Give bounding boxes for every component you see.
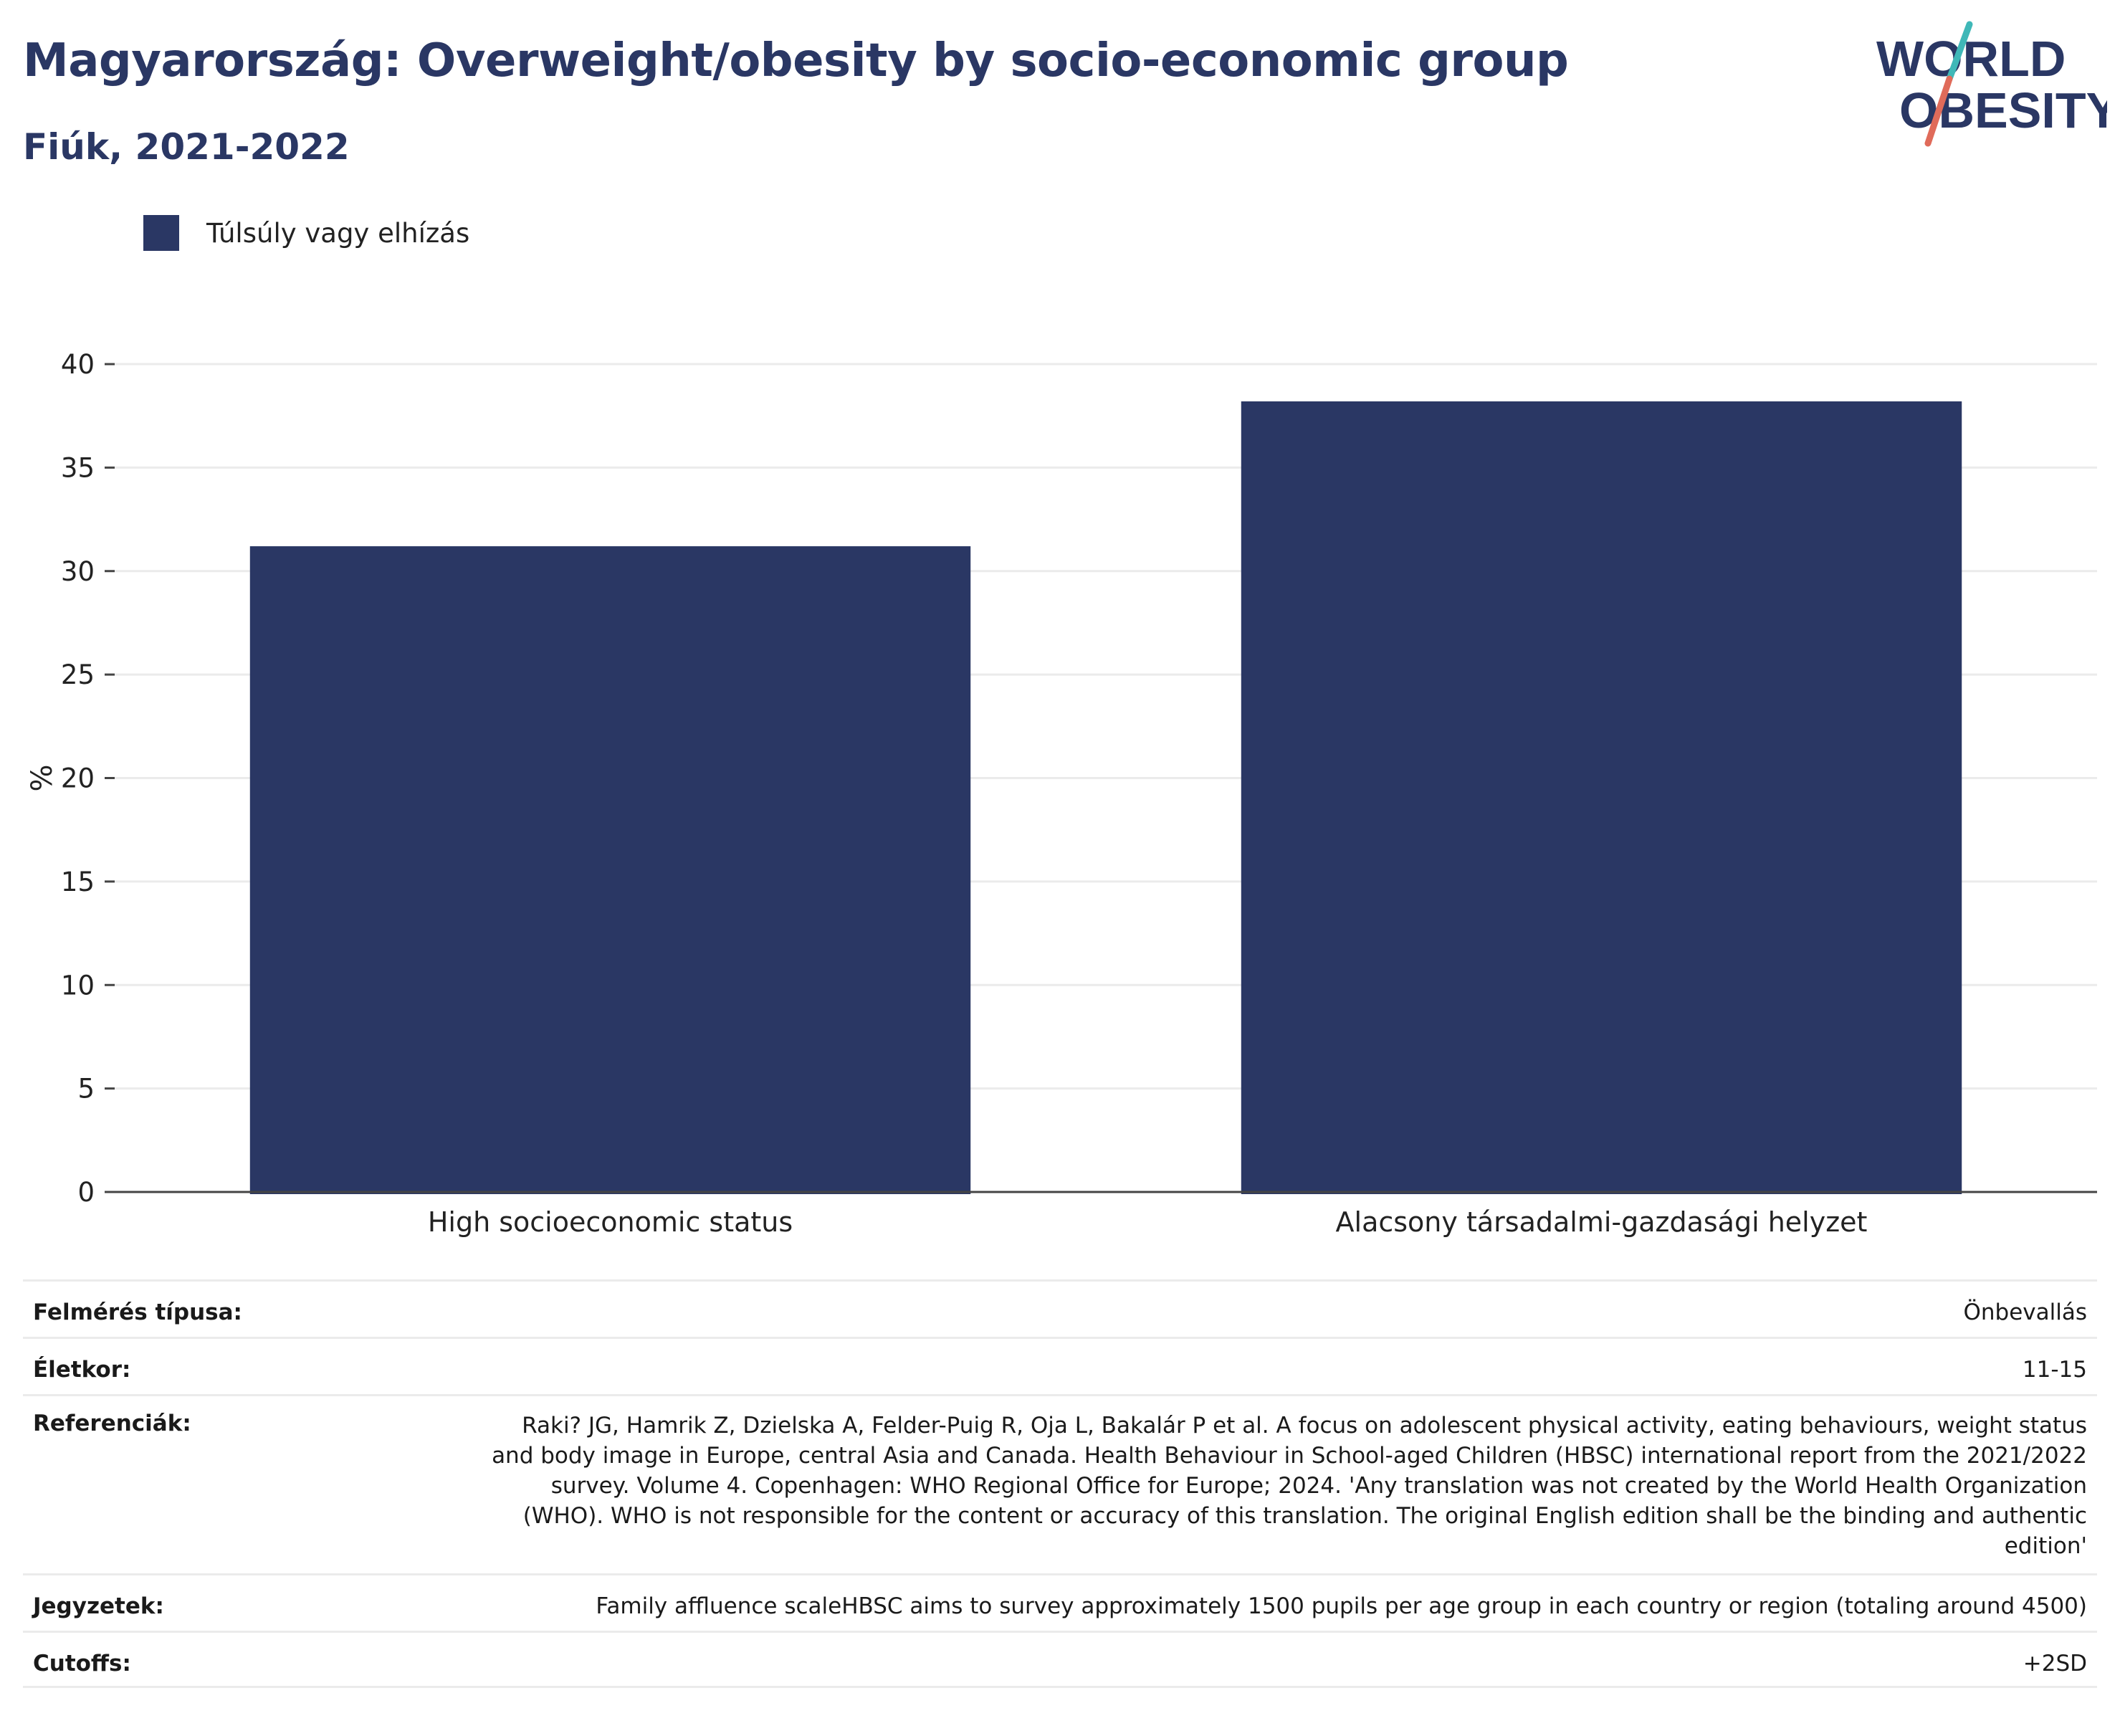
logo-slash-top xyxy=(1946,21,1973,82)
x-category-label: Alacsony társadalmi-gazdasági helyzet xyxy=(1336,1206,1868,1238)
metadata-table: Felmérés típusa: Önbevallás Életkor: 11-… xyxy=(23,1279,2097,1688)
meta-value: 11-15 xyxy=(2022,1357,2087,1383)
bar xyxy=(249,546,971,1194)
legend: Túlsúly vagy elhízás xyxy=(143,215,469,251)
y-tick-label: 30 xyxy=(61,556,95,587)
meta-value: Önbevallás xyxy=(1963,1299,2087,1325)
meta-row-notes: Jegyzetek: Family affluence scaleHBSC ai… xyxy=(23,1573,2097,1631)
y-tick-label: 35 xyxy=(61,452,95,483)
y-tick-label: 15 xyxy=(61,867,95,897)
y-axis-label: % xyxy=(26,764,59,791)
bar-chart: 0 5 10 15 20 25 30 35 40% High socioeconomic stat… xyxy=(26,349,2097,1238)
meta-row-age: Életkor: 11-15 xyxy=(23,1337,2097,1394)
y-tick-label: 40 xyxy=(61,349,95,380)
meta-row-references: Referenciák: Raki? JG, Hamrik Z, Dzielsk… xyxy=(23,1394,2097,1573)
world-obesity-logo: WORLD OBESITY xyxy=(1876,21,2107,147)
meta-key: Cutoffs: xyxy=(33,1651,131,1677)
meta-key: Életkor: xyxy=(33,1357,131,1383)
chart-subtitle: Fiúk, 2021-2022 xyxy=(23,126,350,168)
bar xyxy=(1241,401,1962,1194)
y-tick-label: 0 xyxy=(77,1177,95,1208)
legend-swatch xyxy=(143,215,179,251)
meta-value: +2SD xyxy=(2023,1651,2087,1677)
legend-label: Túlsúly vagy elhízás xyxy=(206,217,470,249)
meta-key: Referenciák: xyxy=(33,1411,191,1436)
meta-value: Family affluence scaleHBSC aims to surve… xyxy=(596,1593,2087,1619)
x-category-label: High socioeconomic status xyxy=(428,1206,793,1238)
meta-row-survey-type: Felmérés típusa: Önbevallás xyxy=(23,1279,2097,1337)
logo-text-world: WORLD xyxy=(1876,31,2066,87)
meta-value: Raki? JG, Hamrik Z, Dzielska A, Felder-P… xyxy=(492,1413,2087,1559)
chart-title: Magyarország: Overweight/obesity by soci… xyxy=(23,34,1569,87)
y-tick-label: 10 xyxy=(61,970,95,1001)
logo-slash-bottom xyxy=(1924,75,1953,147)
y-tick-label: 25 xyxy=(61,659,95,690)
y-tick-label: 5 xyxy=(77,1074,95,1105)
meta-row-cutoffs: Cutoffs: +2SD xyxy=(23,1631,2097,1688)
meta-key: Felmérés típusa: xyxy=(33,1299,242,1325)
y-tick-label: 20 xyxy=(61,763,95,794)
meta-key: Jegyzetek: xyxy=(33,1593,164,1619)
